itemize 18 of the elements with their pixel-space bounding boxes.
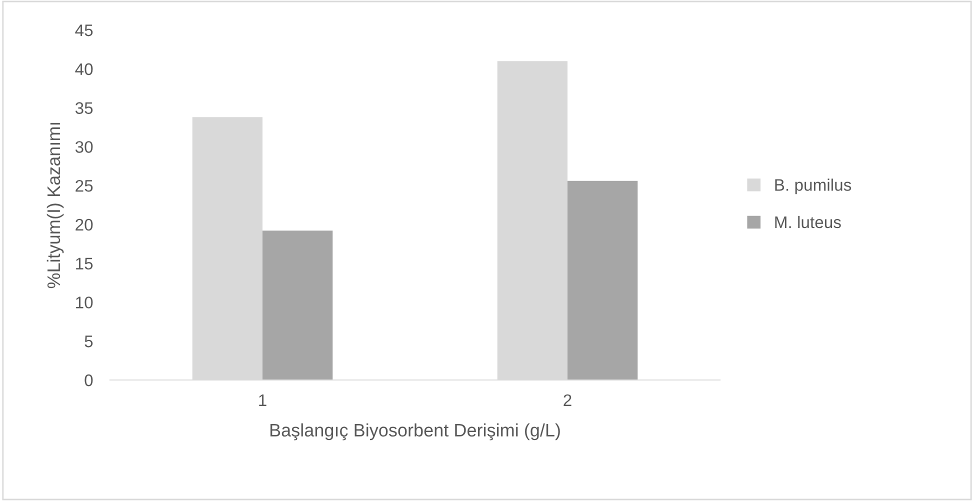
- legend-label: B. pumilus: [775, 178, 852, 194]
- y-tick-label: 35: [75, 102, 93, 114]
- bar: [568, 180, 638, 380]
- y-tick-label: 10: [76, 296, 93, 308]
- y-tick-label: 40: [75, 63, 93, 76]
- y-tick-label: 45: [75, 24, 93, 36]
- x-tick-label: 1: [259, 394, 266, 406]
- y-tick-label: 15: [76, 258, 93, 270]
- y-tick-label: 0: [84, 374, 93, 386]
- legend-label: M. luteus: [775, 216, 841, 228]
- y-tick-label: 5: [84, 336, 93, 348]
- x-axis-title: Başlangıç Biyosorbent Derişimi (g/L): [270, 423, 560, 440]
- bar: [262, 230, 333, 380]
- x-tick-label: 2: [564, 394, 572, 406]
- y-tick-label: 30: [75, 141, 93, 153]
- y-axis-title: %Lityum(I) Kazanımı: [46, 122, 64, 288]
- y-tick-label: 20: [76, 218, 93, 231]
- y-tick-label: 25: [76, 180, 93, 192]
